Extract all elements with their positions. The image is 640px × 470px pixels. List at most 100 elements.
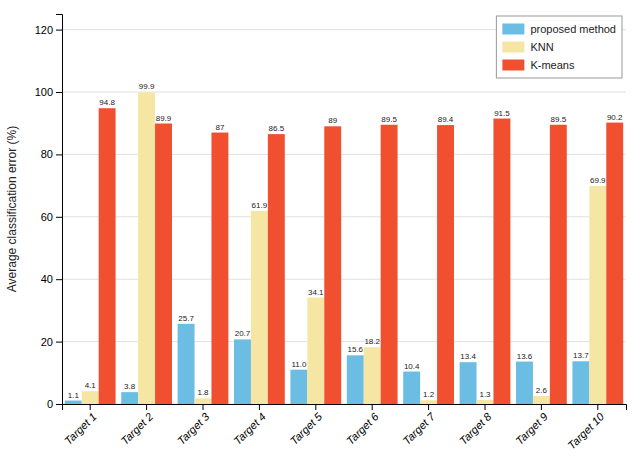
tick: Target 7 bbox=[400, 404, 437, 447]
tick-label: Target 10 bbox=[565, 410, 607, 452]
data-label: 1.8 bbox=[197, 388, 209, 397]
data-label: 15.6 bbox=[347, 345, 363, 354]
tick-label: 80 bbox=[41, 148, 53, 160]
data-label: 3.8 bbox=[124, 382, 136, 391]
data-label: 91.5 bbox=[494, 109, 510, 118]
tick-label: Target 7 bbox=[400, 410, 437, 447]
tick-mark bbox=[428, 404, 429, 410]
tick: Target 8 bbox=[457, 404, 494, 447]
data-label: 89 bbox=[328, 116, 337, 125]
tick: Target 10 bbox=[565, 404, 607, 451]
bar bbox=[606, 123, 623, 404]
data-label: 10.4 bbox=[404, 362, 420, 371]
tick-mark bbox=[315, 404, 316, 410]
data-label: 11.0 bbox=[291, 360, 307, 369]
x-axis: Target 1 Target 2 Target 3 Target 4 Target 5… bbox=[62, 404, 626, 451]
tick: 60 bbox=[41, 211, 62, 223]
bar bbox=[477, 400, 494, 404]
tick: Target 1 bbox=[62, 404, 99, 447]
legend-item: K-means bbox=[502, 59, 575, 71]
legend-label: proposed method bbox=[530, 23, 616, 35]
tick-label: Target 8 bbox=[457, 410, 494, 447]
bar bbox=[290, 370, 307, 404]
bar bbox=[155, 124, 172, 404]
data-label: 13.7 bbox=[573, 351, 589, 360]
data-label: 61.9 bbox=[252, 201, 268, 210]
data-label: 20.7 bbox=[235, 329, 251, 338]
data-label: 89.9 bbox=[156, 114, 172, 123]
tick: 80 bbox=[41, 148, 62, 160]
bar bbox=[381, 125, 398, 404]
tick-label: Target 5 bbox=[288, 410, 325, 447]
legend-label: K-means bbox=[530, 59, 575, 71]
bar-series bbox=[99, 108, 624, 404]
tick-label: Target 3 bbox=[175, 410, 212, 447]
tick: 20 bbox=[41, 336, 62, 348]
bar bbox=[364, 347, 381, 404]
data-label: 13.4 bbox=[460, 352, 476, 361]
data-label: 34.1 bbox=[308, 288, 324, 297]
grid bbox=[62, 30, 626, 404]
tick-mark bbox=[56, 342, 62, 343]
legend-swatch bbox=[502, 60, 524, 71]
y-axis: 020406080100120 bbox=[35, 15, 63, 411]
tick-label: Target 6 bbox=[344, 410, 381, 447]
legend-label: KNN bbox=[530, 41, 553, 53]
bar bbox=[138, 92, 155, 404]
bars bbox=[65, 92, 623, 404]
tick-mark bbox=[56, 154, 62, 155]
tick-mark bbox=[56, 30, 62, 31]
data-label: 94.8 bbox=[99, 98, 115, 107]
data-label: 86.5 bbox=[269, 124, 285, 133]
tick: Target 2 bbox=[118, 404, 155, 447]
tick-mark bbox=[56, 404, 62, 405]
legend-item: proposed method bbox=[502, 23, 616, 35]
legend-swatch bbox=[502, 42, 524, 53]
tick-label: Target 1 bbox=[62, 410, 99, 447]
bar bbox=[347, 355, 364, 404]
bar bbox=[589, 186, 606, 404]
tick-mark bbox=[597, 404, 598, 410]
bar bbox=[121, 392, 138, 404]
data-label: 2.6 bbox=[536, 386, 548, 395]
data-label: 25.7 bbox=[178, 314, 194, 323]
tick-mark bbox=[372, 404, 373, 410]
data-label: 1.2 bbox=[423, 390, 435, 399]
axis-line bbox=[56, 15, 63, 405]
tick-label: 100 bbox=[35, 86, 53, 98]
data-label: 4.1 bbox=[85, 381, 97, 390]
tick: Target 5 bbox=[288, 404, 325, 447]
bar bbox=[99, 108, 116, 404]
tick: Target 9 bbox=[513, 404, 550, 447]
legend-item: KNN bbox=[502, 41, 553, 53]
tick-label: Target 4 bbox=[231, 410, 268, 447]
bar bbox=[251, 211, 268, 404]
tick-mark bbox=[90, 404, 91, 410]
data-label: 13.6 bbox=[517, 352, 533, 361]
y-axis-label: Average classification error (%) bbox=[5, 126, 19, 293]
bar bbox=[403, 372, 420, 404]
chart: 1.13.825.720.711.015.610.413.413.613.74.… bbox=[0, 0, 640, 470]
axis-line bbox=[63, 405, 627, 411]
plot: 1.13.825.720.711.015.610.413.413.613.74.… bbox=[35, 15, 627, 452]
bar bbox=[550, 125, 567, 404]
bar bbox=[211, 133, 228, 404]
tick-mark bbox=[259, 404, 260, 410]
data-label: 99.9 bbox=[139, 82, 155, 91]
data-label: 87 bbox=[215, 123, 224, 132]
bar bbox=[65, 401, 82, 404]
tick: 100 bbox=[35, 86, 62, 98]
tick-label: 120 bbox=[35, 24, 53, 36]
bar bbox=[82, 391, 99, 404]
bar bbox=[268, 134, 285, 404]
tick-label: Target 9 bbox=[513, 410, 550, 447]
tick-label: 60 bbox=[41, 211, 53, 223]
data-label: 18.2 bbox=[364, 337, 380, 346]
tick-mark bbox=[56, 217, 62, 218]
data-label: 69.9 bbox=[590, 176, 606, 185]
tick: 0 bbox=[47, 398, 62, 410]
data-label: 90.2 bbox=[607, 113, 623, 122]
bar bbox=[516, 362, 533, 404]
bar bbox=[307, 298, 324, 404]
bar bbox=[324, 126, 341, 404]
